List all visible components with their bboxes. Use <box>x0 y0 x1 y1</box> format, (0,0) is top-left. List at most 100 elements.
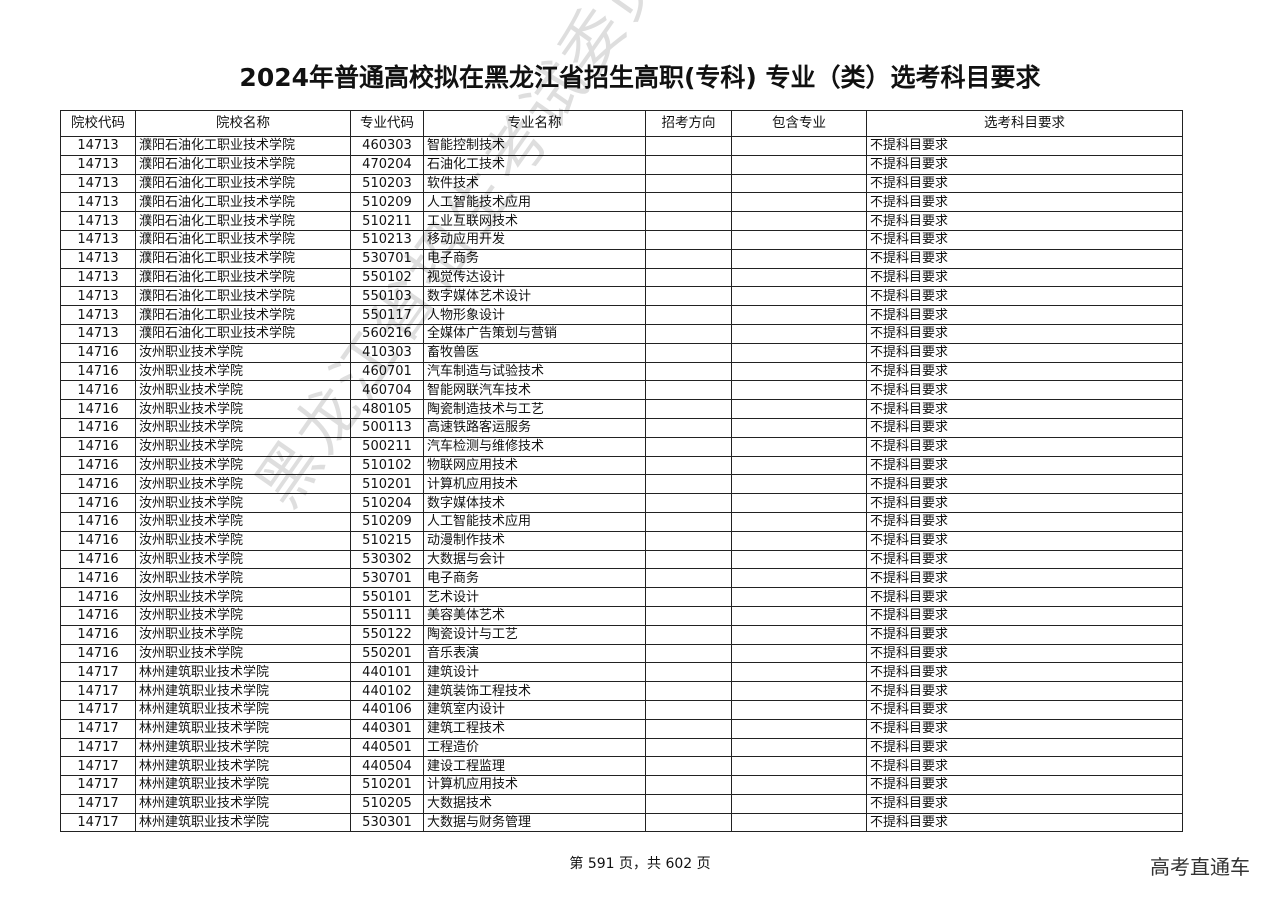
empty-cell <box>645 417 732 438</box>
school-code: 14716 <box>60 624 136 645</box>
major-name: 艺术设计 <box>423 587 646 607</box>
table-row: 14716 汝州职业技术学院 550111 美容美体艺术 不提科目要求 <box>60 605 1183 626</box>
school-code: 14717 <box>60 737 136 758</box>
major-name: 数字媒体艺术设计 <box>423 286 646 307</box>
school-code: 14716 <box>60 605 136 626</box>
school-code: 14713 <box>60 211 136 231</box>
major-code: 500211 <box>350 436 424 457</box>
school-code: 14717 <box>60 662 136 683</box>
major-code: 560216 <box>350 323 424 344</box>
empty-cell <box>731 136 867 156</box>
table-row: 14713 濮阳石油化工职业技术学院 510209 人工智能技术应用 不提科目要求 <box>60 192 1183 213</box>
school-code: 14717 <box>60 699 136 720</box>
table-row: 14716 汝州职业技术学院 510215 动漫制作技术 不提科目要求 <box>60 530 1183 551</box>
major-code: 550102 <box>350 267 424 288</box>
table-row: 14713 濮阳石油化工职业技术学院 550117 人物形象设计 不提科目要求 <box>60 305 1183 325</box>
major-code: 410303 <box>350 342 424 363</box>
school-code: 14717 <box>60 681 136 701</box>
column-header: 专业名称 <box>423 110 646 137</box>
brand: 高考直通车 <box>1150 855 1250 879</box>
table-row: 14713 濮阳石油化工职业技术学院 560216 全媒体广告策划与营销 不提科目要求 <box>60 323 1183 344</box>
table-row: 14717 林州建筑职业技术学院 440504 建设工程监理 不提科目要求 <box>60 756 1183 777</box>
major-code: 530301 <box>350 812 424 833</box>
major-name: 计算机应用技术 <box>423 775 646 795</box>
major-name: 计算机应用技术 <box>423 474 646 495</box>
table-row: 14713 濮阳石油化工职业技术学院 510211 工业互联网技术 不提科目要求 <box>60 211 1183 231</box>
major-name: 物联网应用技术 <box>423 455 646 476</box>
empty-cell <box>645 399 732 419</box>
school-name: 林州建筑职业技术学院 <box>135 775 351 795</box>
major-code: 510209 <box>350 511 424 532</box>
major-name: 工业互联网技术 <box>423 211 646 231</box>
table: 院校代码 院校名称 专业代码 专业名称 招考方向 包含专业 选考科目要求 14713 濮阳石油… <box>60 110 1183 833</box>
table-row: 14717 林州建筑职业技术学院 510201 计算机应用技术 不提科目要求 <box>60 775 1183 795</box>
empty-cell <box>645 756 732 777</box>
major-name: 全媒体广告策划与营销 <box>423 323 646 344</box>
school-name: 濮阳石油化工职业技术学院 <box>135 154 351 175</box>
requirement: 不提科目要求 <box>866 211 1183 231</box>
table-row: 14716 汝州职业技术学院 510204 数字媒体技术 不提科目要求 <box>60 493 1183 513</box>
major-code: 550122 <box>350 624 424 645</box>
requirement: 不提科目要求 <box>866 662 1183 683</box>
column-header: 招考方向 <box>645 110 732 137</box>
table-row: 14713 濮阳石油化工职业技术学院 510203 软件技术 不提科目要求 <box>60 173 1183 194</box>
table-row: 14716 汝州职业技术学院 410303 畜牧兽医 不提科目要求 <box>60 342 1183 363</box>
school-name: 汝州职业技术学院 <box>135 511 351 532</box>
requirement: 不提科目要求 <box>866 192 1183 213</box>
school-name: 濮阳石油化工职业技术学院 <box>135 267 351 288</box>
school-code: 14713 <box>60 154 136 175</box>
empty-cell <box>645 323 732 344</box>
major-code: 510209 <box>350 192 424 213</box>
school-name: 濮阳石油化工职业技术学院 <box>135 248 351 269</box>
school-name: 濮阳石油化工职业技术学院 <box>135 136 351 156</box>
requirement: 不提科目要求 <box>866 455 1183 476</box>
school-name: 汝州职业技术学院 <box>135 474 351 495</box>
requirement: 不提科目要求 <box>866 136 1183 156</box>
column-header: 选考科目要求 <box>866 110 1183 137</box>
major-name: 建筑室内设计 <box>423 699 646 720</box>
requirement: 不提科目要求 <box>866 605 1183 626</box>
requirement: 不提科目要求 <box>866 812 1183 833</box>
empty-cell <box>645 361 732 382</box>
school-name: 林州建筑职业技术学院 <box>135 681 351 701</box>
empty-cell <box>645 530 732 551</box>
empty-cell <box>645 587 732 607</box>
table-row: 14716 汝州职业技术学院 460701 汽车制造与试验技术 不提科目要求 <box>60 361 1183 382</box>
table-row: 14713 濮阳石油化工职业技术学院 470204 石油化工技术 不提科目要求 <box>60 154 1183 175</box>
table-row: 14716 汝州职业技术学院 550101 艺术设计 不提科目要求 <box>60 587 1183 607</box>
empty-cell <box>645 662 732 683</box>
table-row: 14717 林州建筑职业技术学院 530301 大数据与财务管理 不提科目要求 <box>60 812 1183 833</box>
table-row: 14716 汝州职业技术学院 510201 计算机应用技术 不提科目要求 <box>60 474 1183 495</box>
requirement: 不提科目要求 <box>866 417 1183 438</box>
empty-cell <box>645 455 732 476</box>
empty-cell <box>731 493 867 513</box>
major-name: 软件技术 <box>423 173 646 194</box>
empty-cell <box>731 154 867 175</box>
empty-cell <box>645 624 732 645</box>
requirement: 不提科目要求 <box>866 511 1183 532</box>
empty-cell <box>731 530 867 551</box>
empty-cell <box>731 229 867 250</box>
school-code: 14716 <box>60 587 136 607</box>
school-code: 14713 <box>60 267 136 288</box>
requirement: 不提科目要求 <box>866 737 1183 758</box>
major-code: 460701 <box>350 361 424 382</box>
column-header: 包含专业 <box>731 110 867 137</box>
empty-cell <box>731 248 867 269</box>
empty-cell <box>731 775 867 795</box>
major-name: 美容美体艺术 <box>423 605 646 626</box>
empty-cell <box>645 173 732 194</box>
column-header: 院校代码 <box>60 110 136 137</box>
major-name: 移动应用开发 <box>423 229 646 250</box>
school-name: 汝州职业技术学院 <box>135 530 351 551</box>
empty-cell <box>645 718 732 739</box>
major-name: 智能控制技术 <box>423 136 646 156</box>
school-name: 汝州职业技术学院 <box>135 587 351 607</box>
empty-cell <box>731 737 867 758</box>
title: 2024年普通高校拟在黑龙江省招生高职(专科) 专业（类）选考科目要求 <box>239 63 1041 92</box>
school-name: 汝州职业技术学院 <box>135 380 351 401</box>
table-row: 14717 林州建筑职业技术学院 510205 大数据技术 不提科目要求 <box>60 793 1183 814</box>
table-row: 14717 林州建筑职业技术学院 440301 建筑工程技术 不提科目要求 <box>60 718 1183 739</box>
major-code: 460303 <box>350 136 424 156</box>
